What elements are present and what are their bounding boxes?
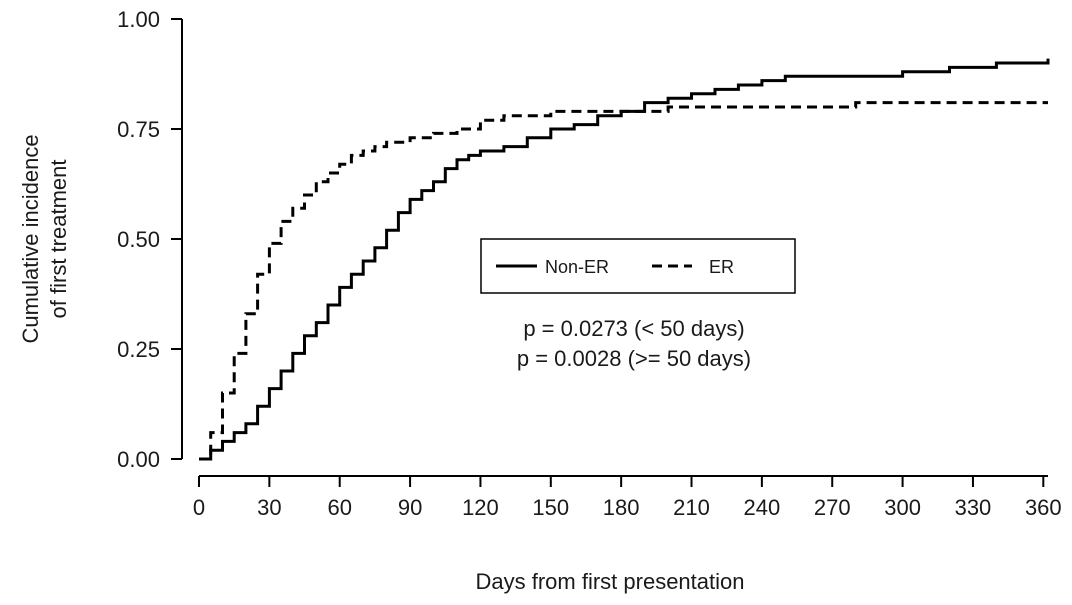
y-tick-label: 0.50	[117, 227, 160, 252]
x-axis-title: Days from first presentation	[476, 569, 745, 594]
x-tick-label: 300	[884, 495, 921, 520]
series-line-non-er	[199, 58, 1050, 461]
x-tick-label: 330	[955, 495, 992, 520]
y-tick-label: 1.00	[117, 7, 160, 32]
x-tick-label: 360	[1025, 495, 1062, 520]
y-axis-title-line-2: of first treatment	[46, 160, 71, 319]
y-tick-label: 0.00	[117, 447, 160, 472]
legend-label-non-er: Non-ER	[545, 257, 609, 277]
x-tick-label: 240	[744, 495, 781, 520]
y-tick-label: 0.75	[117, 117, 160, 142]
series-layer	[199, 58, 1050, 461]
p-value-annotation-1: p = 0.0273 (< 50 days)	[523, 316, 744, 341]
legend: Non-ER ER	[480, 238, 796, 294]
x-tick-label: 210	[673, 495, 710, 520]
x-tick-label: 90	[398, 495, 422, 520]
legend-label-er: ER	[709, 257, 734, 277]
y-tick-label: 0.25	[117, 337, 160, 362]
legend-box	[480, 238, 796, 294]
x-tick-label: 60	[327, 495, 351, 520]
series-line-er	[199, 101, 1048, 461]
y-axis-ticks: 0.00 0.25 0.50 0.75 1.00	[117, 7, 182, 472]
x-tick-label: 150	[532, 495, 569, 520]
x-axis-ticks: 0 30 60 90 120 150 180 210 240 270 300 330 360	[193, 476, 1062, 520]
y-axis-title-line-1: Cumulative incidence	[18, 134, 43, 343]
x-tick-label: 120	[462, 495, 499, 520]
p-value-annotation-2: p = 0.0028 (>= 50 days)	[517, 346, 751, 371]
x-tick-label: 0	[193, 495, 205, 520]
x-tick-label: 270	[814, 495, 851, 520]
x-tick-label: 30	[257, 495, 281, 520]
x-tick-label: 180	[603, 495, 640, 520]
